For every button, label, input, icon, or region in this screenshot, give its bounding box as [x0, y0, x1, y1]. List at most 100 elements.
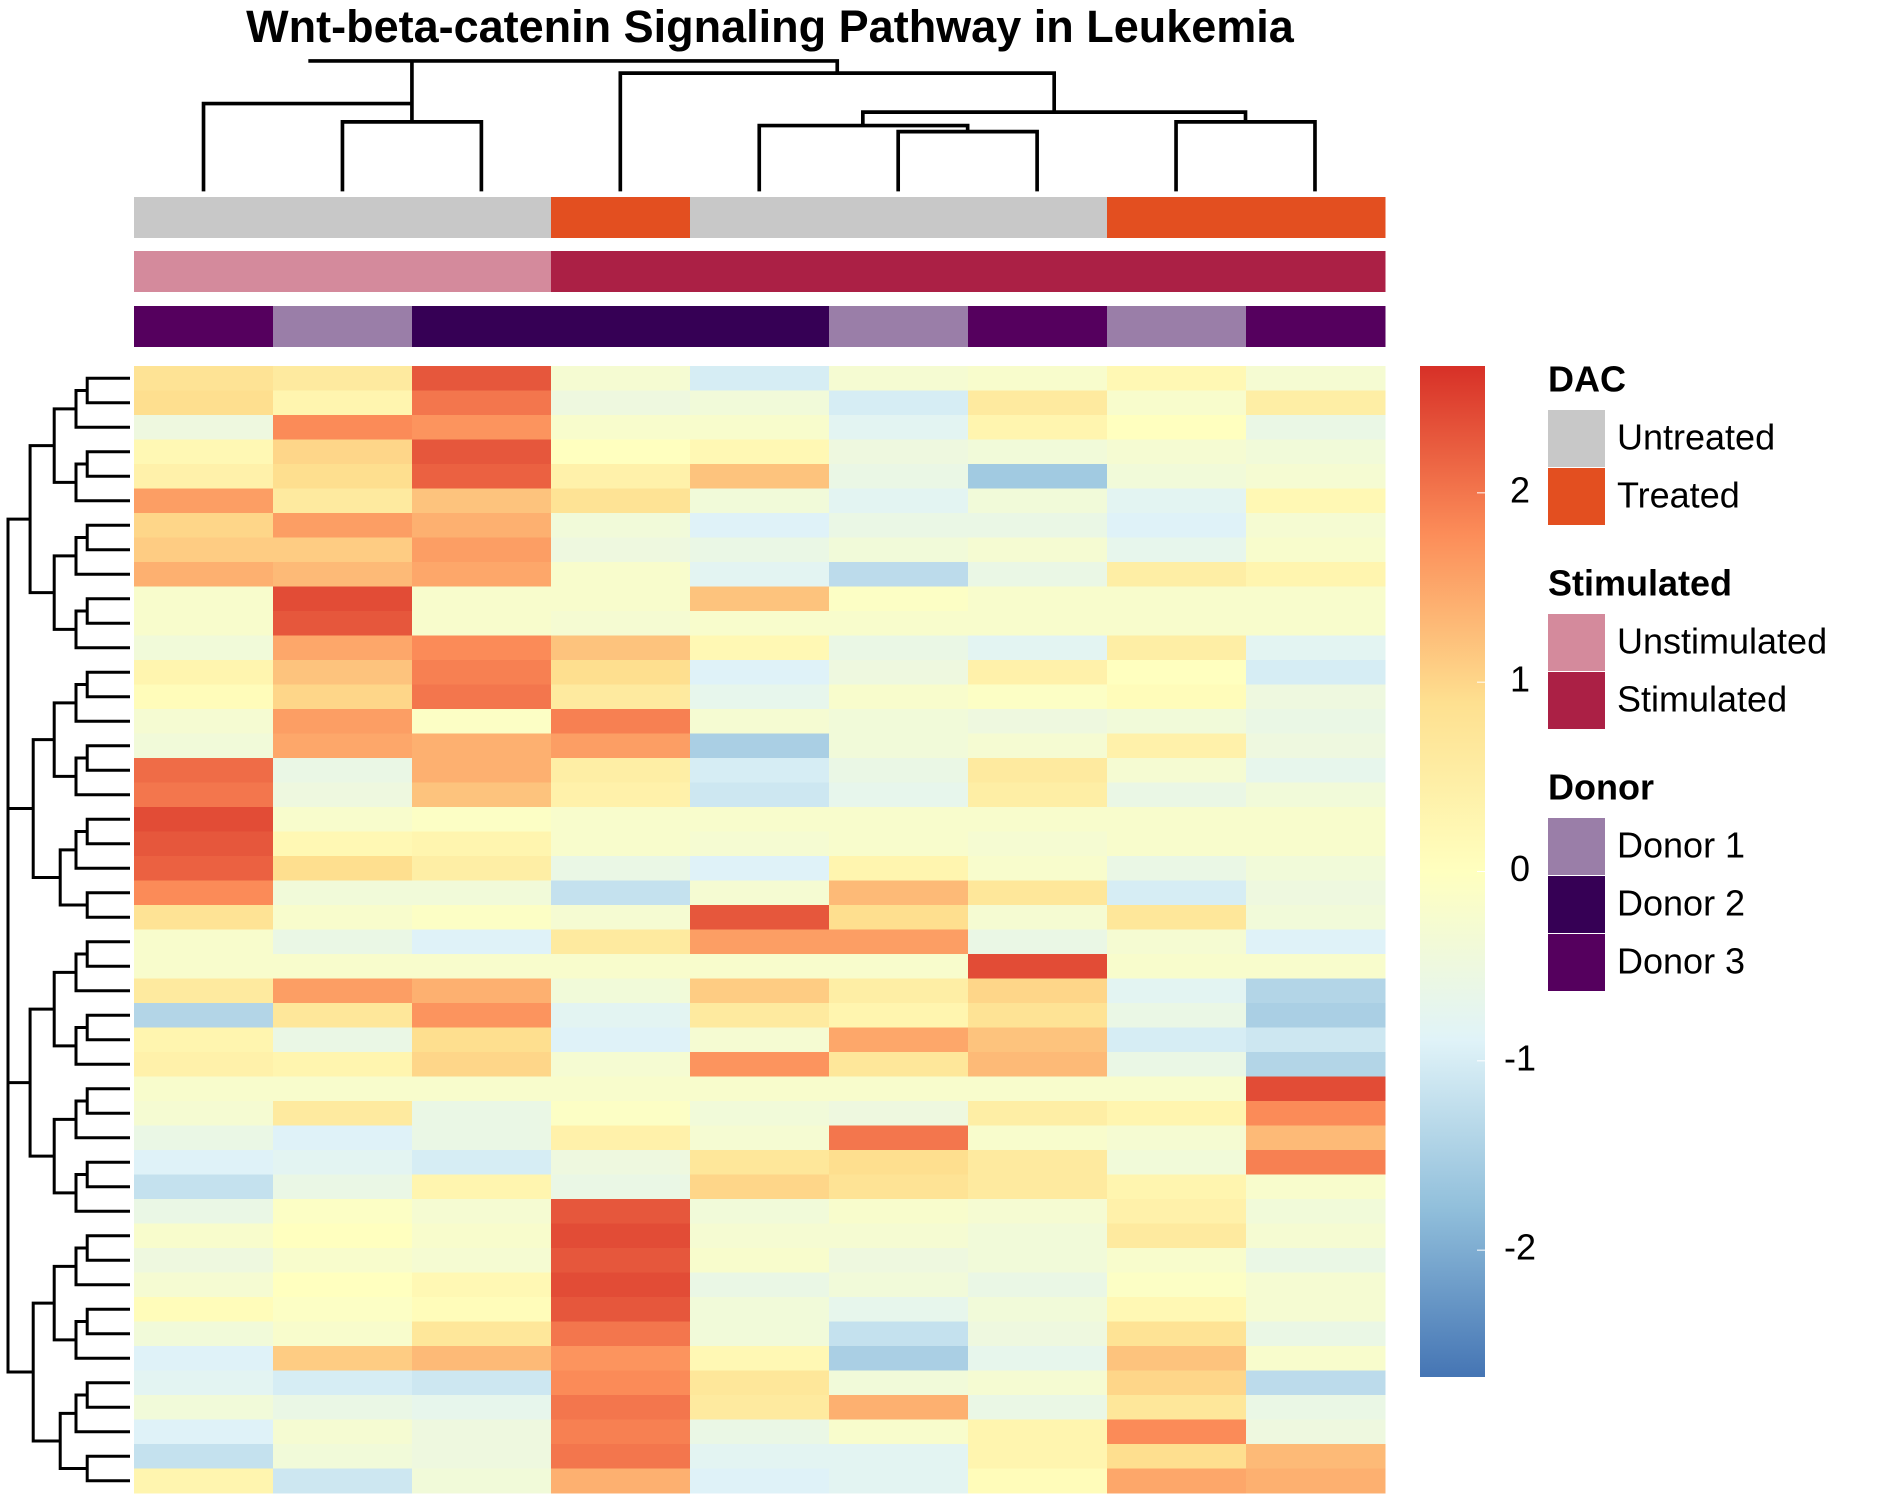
- heatmap-cell: [1107, 978, 1247, 1004]
- annotation-cell: [1107, 197, 1247, 238]
- colorbar-tick-label: -2: [1504, 1227, 1536, 1268]
- heatmap-cell: [1246, 1395, 1386, 1420]
- heatmap-cell: [1246, 1444, 1386, 1469]
- heatmap-cell: [1246, 1297, 1386, 1322]
- heatmap-cell: [829, 415, 969, 440]
- heatmap-cell: [412, 1248, 552, 1273]
- heatmap-cell: [273, 1003, 413, 1028]
- annotation-cell: [829, 197, 969, 238]
- heatmap-cell: [551, 684, 691, 710]
- heatmap-cell: [690, 733, 830, 759]
- heatmap-cell: [551, 782, 691, 808]
- heatmap-cell: [829, 537, 969, 563]
- heatmap-cell: [551, 929, 691, 955]
- heatmap-cell: [690, 856, 830, 881]
- heatmap-cell: [412, 782, 552, 808]
- heatmap-cell: [1107, 1370, 1247, 1396]
- annotation-cell: [690, 251, 830, 292]
- heatmap-cell: [1246, 1223, 1386, 1249]
- heatmap-cell: [412, 415, 552, 440]
- heatmap-cell: [551, 1468, 691, 1494]
- heatmap-cell: [1246, 1248, 1386, 1273]
- heatmap-cell: [412, 954, 552, 979]
- heatmap-cell: [273, 684, 413, 710]
- heatmap-cell: [1246, 366, 1386, 391]
- heatmap-cell: [551, 488, 691, 514]
- heatmap-cell: [829, 1321, 969, 1347]
- heatmap-cell: [551, 1027, 691, 1053]
- heatmap-cell: [968, 586, 1108, 612]
- heatmap-cell: [690, 1027, 830, 1053]
- heatmap-cell: [134, 1272, 274, 1298]
- heatmap-cell: [1107, 856, 1247, 881]
- heatmap-cell: [1107, 1174, 1247, 1200]
- legend-title: Stimulated: [1548, 563, 1732, 604]
- annotation-cell: [829, 251, 969, 292]
- annotation-cell: [1246, 197, 1386, 238]
- heatmap-cell: [690, 390, 830, 416]
- heatmap-cell: [551, 1444, 691, 1469]
- heatmap-cell: [690, 1370, 830, 1396]
- heatmap-cell: [412, 1199, 552, 1224]
- heatmap-cell: [412, 1346, 552, 1371]
- heatmap-cell: [551, 1199, 691, 1224]
- heatmap-cell: [1246, 660, 1386, 685]
- heatmap-cell: [829, 1003, 969, 1028]
- heatmap-cell: [690, 1321, 830, 1347]
- heatmap-cell: [829, 954, 969, 979]
- heatmap-cell: [1107, 366, 1247, 391]
- annotation-cell: [134, 306, 274, 347]
- heatmap-cell: [1107, 709, 1247, 734]
- heatmap-cell: [1246, 537, 1386, 563]
- heatmap-cell: [1246, 905, 1386, 930]
- legend-label: Donor 1: [1617, 825, 1745, 866]
- heatmap-cell: [273, 1444, 413, 1469]
- heatmap-cell: [829, 366, 969, 391]
- heatmap-cell: [1246, 1076, 1386, 1102]
- heatmap-cell: [1246, 1346, 1386, 1371]
- heatmap-cell: [690, 905, 830, 930]
- heatmap-cell: [1107, 1223, 1247, 1249]
- heatmap-cell: [968, 782, 1108, 808]
- heatmap-cell: [134, 1223, 274, 1249]
- heatmap-cell: [412, 660, 552, 685]
- heatmap-cell: [134, 880, 274, 906]
- heatmap-cell: [1246, 415, 1386, 440]
- heatmap-cell: [968, 1419, 1108, 1445]
- heatmap-cell: [1246, 488, 1386, 514]
- heatmap-cell: [1246, 586, 1386, 612]
- heatmap-cell: [1107, 562, 1247, 587]
- heatmap-cell: [690, 1150, 830, 1175]
- heatmap-cell: [412, 1174, 552, 1200]
- colorbar-tick-label: -1: [1504, 1037, 1536, 1078]
- heatmap-cell: [551, 586, 691, 612]
- heatmap-cell: [690, 1248, 830, 1273]
- heatmap-cell: [551, 807, 691, 832]
- heatmap-cell: [551, 1297, 691, 1322]
- heatmap-cell: [412, 1101, 552, 1126]
- annotation-cell: [829, 306, 969, 347]
- heatmap-cell: [690, 1076, 830, 1102]
- heatmap-cell: [273, 366, 413, 391]
- heatmap-cell: [1107, 880, 1247, 906]
- heatmap-cell: [1246, 464, 1386, 489]
- heatmap-cell: [1246, 1419, 1386, 1445]
- heatmap-cell: [1107, 537, 1247, 563]
- heatmap-cell: [273, 1223, 413, 1249]
- heatmap-cell: [690, 1444, 830, 1469]
- heatmap-cell: [551, 758, 691, 783]
- heatmap-cell: [968, 1272, 1108, 1298]
- heatmap-cell: [968, 366, 1108, 391]
- heatmap-cell: [551, 1272, 691, 1298]
- heatmap-cell: [412, 1272, 552, 1298]
- heatmap-cell: [829, 733, 969, 759]
- heatmap-cell: [273, 1468, 413, 1494]
- heatmap-cell: [551, 611, 691, 636]
- heatmap-cell: [829, 1150, 969, 1175]
- heatmap-cell: [134, 1321, 274, 1347]
- heatmap-cell: [551, 954, 691, 979]
- heatmap-cell: [273, 1125, 413, 1151]
- heatmap-cell: [690, 415, 830, 440]
- heatmap-cell: [829, 488, 969, 514]
- heatmap-cell: [690, 586, 830, 612]
